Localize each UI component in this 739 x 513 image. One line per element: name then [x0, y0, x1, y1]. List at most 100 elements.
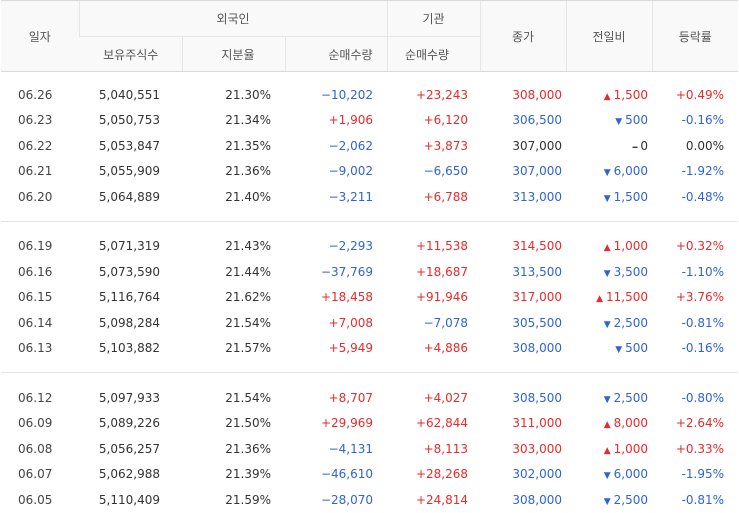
change-value: 1,500 — [613, 189, 649, 204]
change-value: 2,500 — [613, 390, 649, 405]
cell-share: 21.50% — [225, 416, 271, 431]
cell-close: 308,000 — [512, 87, 563, 102]
down-triangle-icon: ▼ — [603, 471, 611, 482]
cell-inst-net: +23,243 — [415, 87, 469, 102]
table-row: 06.15 5,116,764 21.62% +18,458 +91,946 317,00… — [1, 285, 738, 311]
up-triangle-icon: ▲ — [603, 445, 611, 456]
cell-rate: -1.10% — [681, 264, 725, 279]
cell-holdings: 5,116,764 — [98, 290, 160, 305]
cell-inst-net: −7,078 — [423, 315, 469, 330]
cell-foreign-net: +29,969 — [320, 416, 374, 431]
cell-close: 303,000 — [512, 441, 563, 456]
group-spacer — [1, 373, 738, 386]
cell-rate: -0.16% — [681, 341, 725, 356]
up-triangle-icon: ▲ — [596, 294, 604, 305]
cell-change: ▲ 1,500 — [566, 82, 652, 108]
table-row: 06.14 5,098,284 21.54% +7,008 −7,078 305,500 ▼… — [1, 310, 738, 336]
cell-holdings: 5,110,409 — [98, 492, 160, 507]
down-triangle-icon: ▼ — [603, 319, 611, 330]
cell-share: 21.62% — [225, 290, 271, 305]
cell-date: 06.14 — [18, 315, 53, 330]
cell-date: 06.15 — [18, 290, 53, 305]
cell-rate: -0.80% — [681, 390, 725, 405]
cell-close: 302,000 — [512, 467, 563, 482]
cell-share: 21.43% — [225, 239, 271, 254]
down-triangle-icon: ▼ — [603, 268, 611, 279]
cell-close: 308,000 — [512, 341, 563, 356]
cell-share: 21.34% — [225, 113, 271, 128]
cell-rate: +0.33% — [675, 441, 725, 456]
table-row: 06.19 5,071,319 21.43% −2,293 +11,538 314,500… — [1, 234, 738, 260]
cell-holdings: 5,089,226 — [98, 416, 160, 431]
cell-share: 21.54% — [225, 390, 271, 405]
cell-close: 306,500 — [512, 113, 563, 128]
cell-holdings: 5,050,753 — [98, 113, 160, 128]
change-value: 11,500 — [606, 290, 649, 305]
cell-change: ▼ 2,500 — [566, 310, 652, 336]
change-value: 3,500 — [613, 264, 649, 279]
change-value: 1,000 — [613, 441, 649, 456]
cell-close: 314,500 — [512, 239, 563, 254]
cell-rate: -1.95% — [681, 467, 725, 482]
cell-inst-net: +6,120 — [423, 113, 469, 128]
cell-rate: -0.81% — [681, 492, 725, 507]
down-triangle-icon: ▼ — [603, 168, 611, 179]
cell-holdings: 5,053,847 — [98, 138, 160, 153]
table-row: 06.20 5,064,889 21.40% −3,211 +6,788 313,000 ▼… — [1, 184, 738, 210]
cell-close: 311,000 — [512, 416, 563, 431]
cell-date: 06.26 — [18, 87, 53, 102]
cell-date: 06.07 — [18, 467, 53, 482]
change-value: 0 — [640, 138, 649, 153]
cell-inst-net: +91,946 — [415, 290, 469, 305]
cell-holdings: 5,064,889 — [98, 189, 160, 204]
table-row: 06.07 5,062,988 21.39% −46,610 +28,268 302,00… — [1, 462, 738, 488]
cell-holdings: 5,056,257 — [98, 441, 160, 456]
cell-share: 21.39% — [225, 467, 271, 482]
up-triangle-icon: ▲ — [603, 420, 611, 431]
cell-inst-net: +28,268 — [415, 467, 469, 482]
cell-rate: 0.00% — [685, 138, 725, 153]
change-value: 2,500 — [613, 492, 649, 507]
cell-close: 313,500 — [512, 264, 563, 279]
cell-rate: -0.81% — [681, 315, 725, 330]
cell-share: 21.30% — [225, 87, 271, 102]
cell-holdings: 5,055,909 — [98, 164, 160, 179]
cell-change: ▲ 1,000 — [566, 234, 652, 260]
header-inst-net: 순매수량 — [386, 36, 481, 72]
cell-foreign-net: +8,707 — [328, 390, 374, 405]
cell-inst-net: +24,814 — [415, 492, 469, 507]
cell-change: ▼ 2,500 — [566, 487, 652, 513]
header-foreign: 외국인 — [78, 0, 388, 37]
cell-rate: -0.48% — [681, 189, 725, 204]
table-row: 06.23 5,050,753 21.34% +1,906 +6,120 306,500 ▼… — [1, 108, 738, 134]
cell-date: 06.13 — [18, 341, 53, 356]
header-share: 지분율 — [181, 36, 285, 72]
cell-rate: +2.64% — [675, 416, 725, 431]
cell-inst-net: +3,873 — [423, 138, 469, 153]
group-divider — [1, 361, 739, 373]
cell-foreign-net: −46,610 — [320, 467, 374, 482]
cell-change: ▼ 6,000 — [566, 462, 652, 488]
cell-foreign-net: −2,062 — [328, 138, 374, 153]
cell-date: 06.08 — [18, 441, 53, 456]
cell-share: 21.44% — [225, 264, 271, 279]
table-row: 06.22 5,053,847 21.35% −2,062 +3,873 307,000 ━… — [1, 133, 738, 159]
header-holdings: 보유주식수 — [79, 36, 182, 72]
up-triangle-icon: ▲ — [603, 91, 611, 102]
cell-date: 06.21 — [18, 164, 53, 179]
cell-share: 21.40% — [225, 189, 271, 204]
cell-date: 06.19 — [18, 239, 53, 254]
change-value: 1,000 — [613, 239, 649, 254]
cell-holdings: 5,073,590 — [98, 264, 160, 279]
cell-foreign-net: −2,293 — [328, 239, 374, 254]
group-spacer — [1, 221, 738, 234]
cell-foreign-net: −37,769 — [320, 264, 374, 279]
flat-dash-icon: ━ — [632, 142, 638, 152]
cell-date: 06.20 — [18, 189, 53, 204]
cell-change: ▼ 3,500 — [566, 259, 652, 285]
group-spacer — [1, 72, 738, 83]
header-close: 종가 — [479, 0, 567, 72]
cell-foreign-net: +1,906 — [328, 113, 374, 128]
cell-share: 21.54% — [225, 315, 271, 330]
